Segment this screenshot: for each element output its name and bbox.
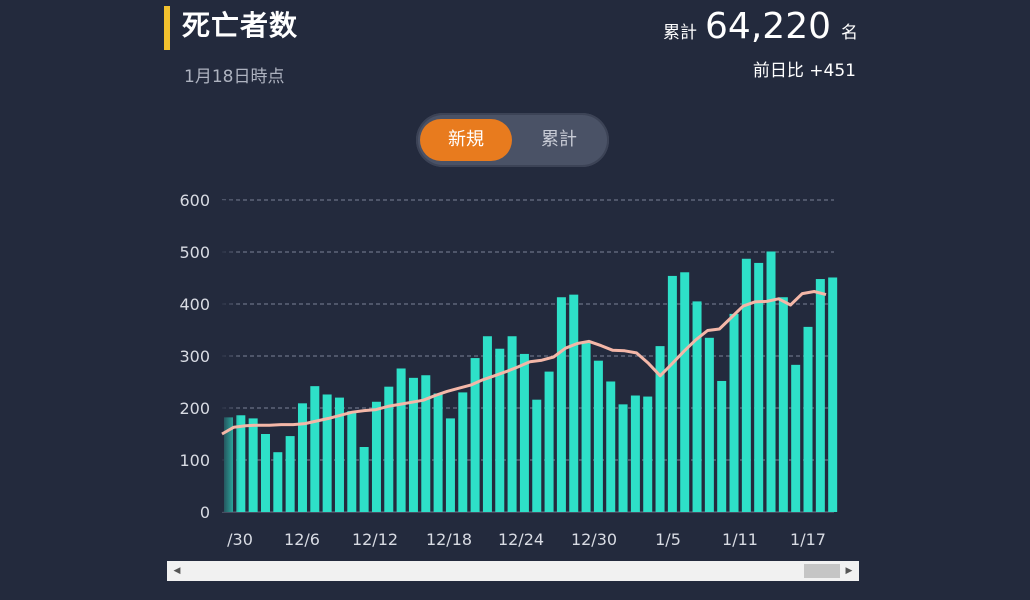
bar <box>778 297 788 512</box>
average-line <box>221 290 827 436</box>
bar <box>655 346 665 512</box>
scrollbar-thumb[interactable] <box>804 564 840 578</box>
view-toggle: 新規 累計 <box>416 113 609 167</box>
left-fade <box>222 200 240 512</box>
bar <box>569 294 579 512</box>
y-tick-label: 400 <box>179 295 210 314</box>
bar <box>803 326 813 512</box>
bar <box>766 251 776 512</box>
bar <box>556 297 566 512</box>
day-change: 前日比 +451 <box>752 61 856 81</box>
x-tick-label: 12/6 <box>284 530 320 549</box>
bar <box>297 403 307 512</box>
bar <box>692 301 702 512</box>
y-tick-label: 100 <box>179 451 210 470</box>
bar <box>717 380 727 512</box>
bar <box>618 404 628 512</box>
y-tick-label: 200 <box>179 399 210 418</box>
as-of-date: 1月18日時点 <box>184 67 285 87</box>
y-tick-label: 0 <box>200 503 210 522</box>
x-tick-label: 12/24 <box>498 530 544 549</box>
y-tick-label: 600 <box>179 191 210 210</box>
bar <box>421 375 431 512</box>
total-count: 累計 64,220 名 <box>663 6 858 47</box>
bar <box>815 279 825 512</box>
bar <box>532 399 542 512</box>
bar <box>359 447 369 512</box>
title-accent-bar <box>164 6 170 50</box>
bar <box>828 277 838 512</box>
bar <box>384 386 394 512</box>
bar <box>371 401 381 512</box>
bar <box>396 368 406 512</box>
bar <box>495 348 505 512</box>
bar <box>667 275 677 512</box>
y-tick-label: 300 <box>179 347 210 366</box>
bar <box>322 394 332 512</box>
bar <box>482 336 492 512</box>
chart-scrollbar[interactable]: ◀ ▶ <box>167 561 859 581</box>
total-label: 累計 <box>663 23 698 43</box>
toggle-cumulative-button[interactable]: 累計 <box>541 129 577 150</box>
total-value: 64,220 <box>705 6 831 47</box>
bar <box>433 393 443 512</box>
bar <box>754 262 764 512</box>
bar <box>310 386 320 512</box>
toggle-new-button[interactable]: 新規 <box>420 119 512 161</box>
deaths-chart: 0 100 200 300 400 500 600/30 12/6 12/12 12/18 12/2… <box>179 191 838 549</box>
bar <box>260 434 270 512</box>
x-tick-label: /30 <box>227 530 253 549</box>
scroll-left-arrow-icon[interactable]: ◀ <box>173 566 181 576</box>
bar <box>273 452 283 512</box>
bar <box>741 258 751 512</box>
x-tick-label: 1/5 <box>655 530 681 549</box>
bar <box>248 418 258 512</box>
bar <box>507 336 517 512</box>
bar <box>630 395 640 512</box>
x-tick-label: 1/11 <box>722 530 758 549</box>
bar <box>470 358 480 512</box>
y-tick-label: 500 <box>179 243 210 262</box>
bar <box>791 364 801 512</box>
bar <box>729 313 739 512</box>
x-tick-label: 12/12 <box>352 530 398 549</box>
bar <box>236 415 246 512</box>
bar <box>285 436 295 512</box>
bar <box>408 377 418 512</box>
bar <box>445 418 455 512</box>
bar <box>704 337 714 512</box>
bar <box>643 396 653 512</box>
bar <box>680 272 690 512</box>
bar <box>458 392 468 512</box>
bar <box>519 353 529 512</box>
bar <box>606 381 616 512</box>
x-tick-label: 12/18 <box>426 530 472 549</box>
x-tick-label: 1/17 <box>790 530 826 549</box>
bar <box>544 371 554 512</box>
x-tick-label: 12/30 <box>571 530 617 549</box>
bar <box>593 360 603 512</box>
bar <box>347 411 357 512</box>
page-title: 死亡者数 <box>182 9 299 42</box>
bar <box>334 397 344 512</box>
bar <box>581 343 591 512</box>
scroll-right-arrow-icon[interactable]: ▶ <box>845 566 853 576</box>
total-unit: 名 <box>841 23 858 43</box>
